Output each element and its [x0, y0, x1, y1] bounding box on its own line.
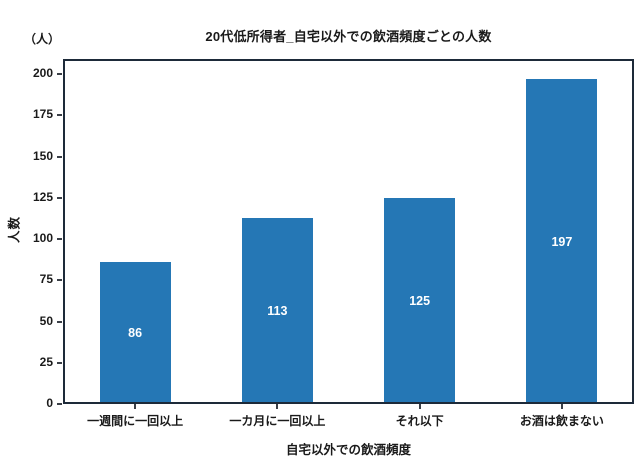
y-tick-mark — [57, 238, 62, 241]
y-tick-label: 50 — [39, 313, 53, 328]
y-tick-mark — [57, 196, 62, 199]
x-tick-mark — [418, 404, 421, 409]
bar-value-label: 125 — [409, 293, 431, 308]
y-tick-label: 175 — [32, 107, 53, 122]
bar — [100, 262, 171, 404]
y-tick-label: 150 — [32, 148, 53, 163]
y-tick-mark — [57, 155, 62, 158]
bar — [242, 217, 313, 404]
y-tick-label: 75 — [39, 272, 53, 287]
y-tick-mark — [57, 73, 62, 76]
chart-title: 20代低所得者_自宅以外での飲酒頻度ごとの人数 — [205, 29, 492, 44]
bar-value-label: 197 — [551, 234, 573, 249]
x-tick-mark — [560, 404, 563, 409]
y-tick-label: 0 — [46, 396, 53, 410]
bar-value-label: 86 — [128, 326, 143, 341]
y-tick-label: 125 — [32, 189, 53, 204]
x-tick-mark — [134, 404, 137, 409]
x-tick-mark — [276, 404, 279, 409]
x-tick-label: 一カ月に一回以上 — [229, 414, 326, 428]
x-axis-label: 自宅以外での飲酒頻度 — [285, 443, 411, 457]
y-tick-mark — [57, 403, 62, 405]
x-tick-label: お酒は飲まない — [519, 414, 604, 428]
bar — [526, 79, 597, 404]
y-tick-mark — [57, 279, 62, 282]
y-axis-unit-label: （人） — [24, 32, 61, 46]
y-tick-label: 25 — [39, 354, 53, 369]
bar — [384, 197, 455, 404]
x-tick-label: 一週間に一回以上 — [87, 414, 184, 428]
x-tick-label: それ以下 — [395, 414, 444, 428]
bar-value-label: 113 — [267, 303, 288, 318]
y-tick-mark — [57, 320, 62, 323]
y-tick-mark — [57, 114, 62, 117]
y-tick-label: 200 — [32, 66, 53, 81]
y-tick-label: 100 — [32, 231, 53, 246]
y-tick-mark — [57, 361, 62, 364]
